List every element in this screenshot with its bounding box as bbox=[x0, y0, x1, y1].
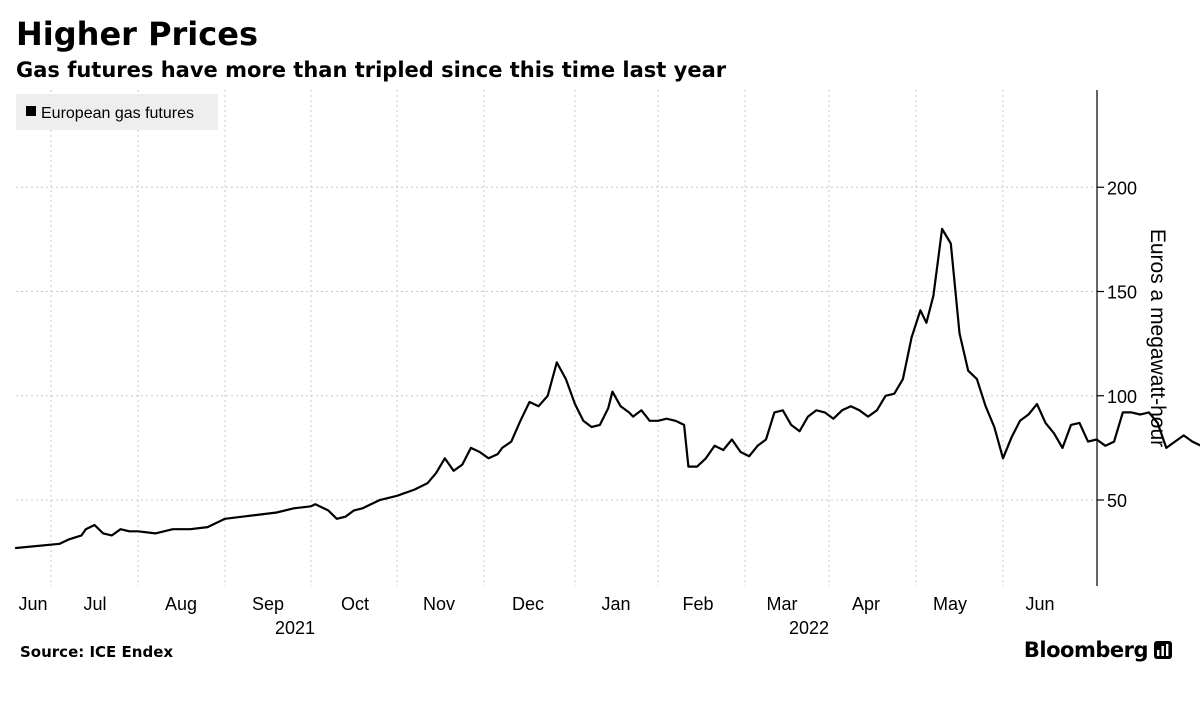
xtick-label-9: Mar bbox=[767, 594, 798, 614]
chart-legend: European gas futures bbox=[16, 94, 218, 130]
bloomberg-wordmark: Bloomberg bbox=[1023, 638, 1149, 662]
ytick-label-150: 150 bbox=[1107, 283, 1137, 303]
xtick-label-6: Dec bbox=[512, 594, 544, 614]
xtick-label-12: Jun bbox=[1025, 594, 1054, 614]
series-line-european-gas-futures bbox=[14, 227, 1200, 550]
y-axis-label: Euros a megawatt-hour bbox=[1146, 229, 1169, 447]
vertical-grid bbox=[50, 90, 1004, 586]
bloomberg-terminal-icon bbox=[1154, 641, 1172, 659]
xtick-label-10: Apr bbox=[852, 594, 880, 614]
ytick-label-100: 100 bbox=[1107, 387, 1137, 407]
legend-swatch bbox=[26, 106, 36, 116]
bloomberg-logo: Bloomberg bbox=[1024, 636, 1172, 664]
x-ticks: Jun Jul Aug Sep Oct Nov Dec Jan Feb Mar Apr May Jun 2… bbox=[18, 594, 1054, 638]
xtick-label-8: Feb bbox=[682, 594, 713, 614]
chart-subtitle: Gas futures have more than tripled since… bbox=[16, 58, 727, 82]
xtick-label-5: Nov bbox=[423, 594, 455, 614]
xtick-label-4: Oct bbox=[341, 594, 369, 614]
xtick-label-2: Aug bbox=[165, 594, 197, 614]
xtick-label-1: Jul bbox=[83, 594, 106, 614]
year-label-2021: 2021 bbox=[275, 618, 315, 638]
xtick-label-11: May bbox=[933, 594, 967, 614]
ytick-label-50: 50 bbox=[1107, 491, 1127, 511]
ytick-label-200: 200 bbox=[1107, 178, 1137, 198]
xtick-label-3: Sep bbox=[252, 594, 284, 614]
source-note: Source: ICE Endex bbox=[20, 643, 174, 661]
horizontal-grid bbox=[16, 186, 1097, 501]
year-label-2022: 2022 bbox=[789, 618, 829, 638]
xtick-label-0: Jun bbox=[18, 594, 47, 614]
legend-label: European gas futures bbox=[41, 105, 194, 122]
legend-box bbox=[16, 94, 218, 130]
chart-title: Higher Prices bbox=[16, 15, 258, 53]
y-ticks: 50 100 150 200 bbox=[1097, 178, 1137, 511]
xtick-label-7: Jan bbox=[601, 594, 630, 614]
